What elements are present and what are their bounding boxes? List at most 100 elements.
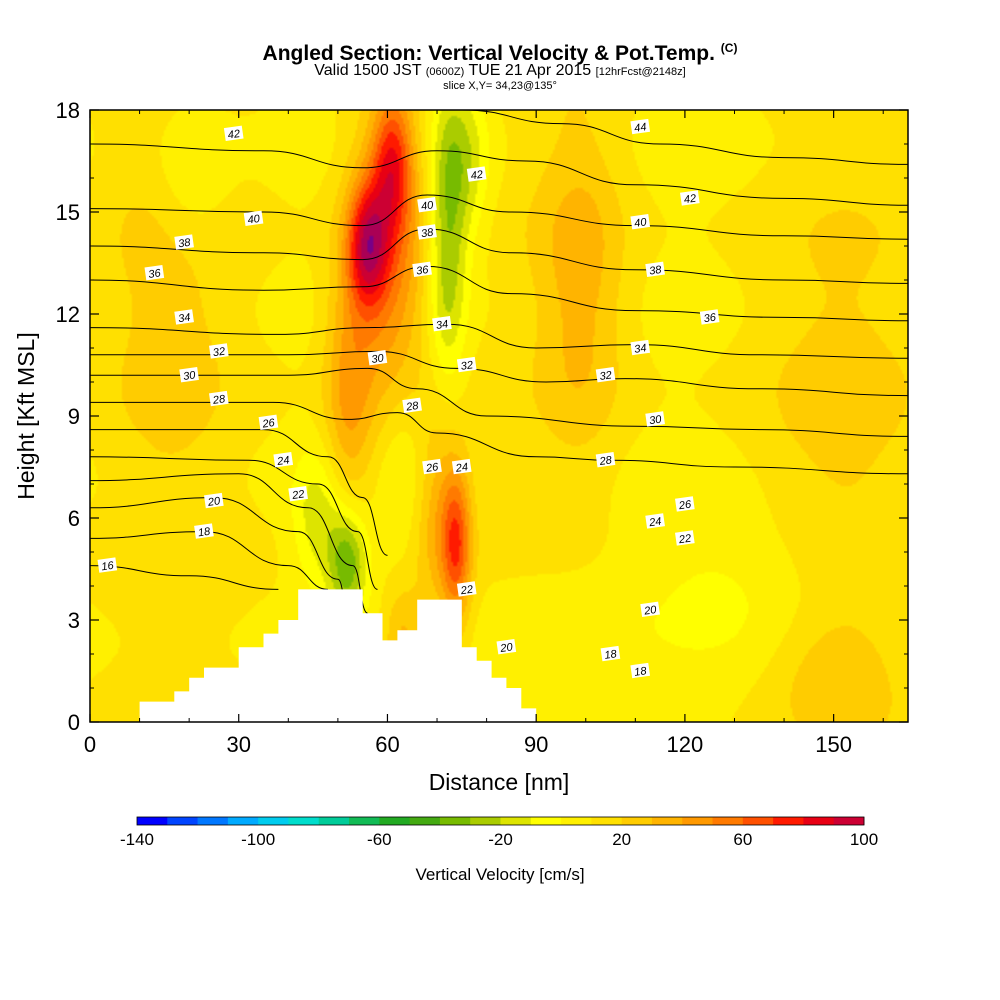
theta-label-text: 24: [647, 516, 662, 530]
theta-label-text: 38: [420, 226, 435, 240]
theta-label-text: 22: [290, 488, 305, 502]
theta-label: 40: [630, 214, 651, 230]
theta-label: 30: [645, 411, 665, 427]
theta-label: 42: [466, 166, 487, 183]
theta-label-text: 30: [648, 413, 663, 427]
theta-label-text: 40: [634, 216, 649, 230]
theta-label: 28: [595, 452, 616, 468]
theta-contour-34: [90, 323, 908, 359]
colorbar-frame: [136, 816, 865, 826]
colorbar-segment: [833, 817, 865, 825]
colorbar: -140 -100 -60 -20 20 60 100: [120, 816, 878, 849]
theta-label-text: 32: [599, 369, 613, 383]
theta-label: 18: [630, 662, 651, 679]
theta-label-text: 42: [470, 169, 484, 183]
theta-contour-32: [90, 350, 908, 397]
theta-label-text: 34: [177, 312, 191, 326]
x-tick-label: 90: [524, 732, 548, 757]
theta-contour-40: [90, 194, 908, 240]
colorbar-segment: [258, 817, 289, 825]
theta-label: 30: [367, 350, 388, 366]
colorbar-segment: [349, 817, 380, 825]
theta-label: 36: [144, 265, 165, 281]
y-tick-label: 9: [68, 404, 80, 429]
theta-label: 36: [412, 261, 432, 278]
chart-title-block: Angled Section: Vertical Velocity & Pot.…: [0, 36, 1000, 93]
colorbar-segment: [561, 817, 592, 825]
theta-label: 34: [174, 309, 194, 325]
colorbar-title: Vertical Velocity [cm/s]: [415, 865, 584, 884]
theta-label-text: 36: [703, 311, 718, 325]
theta-label: 42: [223, 125, 244, 142]
colorbar-segment: [137, 817, 168, 825]
colorbar-segment: [288, 817, 320, 825]
colorbar-segment: [379, 817, 411, 825]
colorbar-segment: [651, 817, 683, 825]
theta-contour-30: [90, 367, 908, 437]
theta-label-text: 32: [212, 346, 226, 360]
theta-label-text: 34: [634, 342, 648, 356]
colorbar-segment: [682, 817, 713, 825]
theta-label: 36: [699, 309, 720, 325]
theta-contour-18: [90, 531, 329, 590]
theta-label-text: 26: [677, 498, 693, 512]
theta-label: 40: [243, 210, 264, 227]
theta-label: 38: [417, 224, 437, 240]
colorbar-segment: [803, 817, 835, 825]
theta-label-text: 24: [454, 461, 469, 475]
theta-label-text: 42: [227, 128, 241, 142]
theta-label-text: 36: [415, 264, 430, 278]
theta-label-text: 28: [404, 400, 420, 414]
colorbar-segment: [621, 817, 653, 825]
theta-label: 22: [456, 581, 477, 598]
theta-label: 34: [432, 316, 452, 332]
colorbar-segment: [591, 817, 623, 825]
theta-label: 30: [179, 367, 199, 383]
colorbar-label: -20: [488, 830, 513, 849]
y-tick-label: 3: [68, 608, 80, 633]
colorbar-label: -60: [367, 830, 392, 849]
theta-contour-42: [90, 143, 908, 206]
theta-label: 26: [258, 414, 279, 431]
theta-label: 42: [680, 190, 700, 206]
theta-label-text: 18: [604, 648, 619, 662]
theta-label-text: 38: [177, 237, 192, 251]
colorbar-segment: [227, 817, 259, 825]
theta-label: 22: [675, 530, 695, 546]
theta-label: 20: [204, 492, 224, 509]
colorbar-segment: [500, 817, 532, 825]
theta-label: 26: [422, 458, 442, 475]
theta-label: 26: [675, 496, 695, 512]
theta-contour-24: [90, 456, 378, 590]
colorbar-segment: [167, 817, 198, 825]
theta-label-text: 26: [424, 461, 440, 475]
colorbar-label: 20: [612, 830, 631, 849]
theta-label-text: 40: [420, 199, 435, 213]
colorbar-segment: [712, 817, 744, 825]
colorbar-segment: [439, 817, 471, 825]
x-tick-label: 30: [226, 732, 250, 757]
colorbar-segment: [318, 817, 350, 825]
theta-label-text: 34: [435, 318, 449, 332]
theta-contour-20: [90, 497, 349, 607]
x-tick-label: 0: [84, 732, 96, 757]
colorbar-segment: [530, 817, 562, 825]
theta-label-text: 22: [459, 584, 474, 598]
theta-contour-labels: 42 40 38 36 34 32 30 28 26 24 22 20 18 16 40 38 36 34 32 30…: [97, 118, 720, 679]
chart-subtitle: Valid 1500 JST (0600Z) TUE 21 Apr 2015 […: [314, 62, 686, 79]
theta-label: 32: [595, 367, 616, 383]
theta-label-text: 28: [598, 454, 614, 468]
colorbar-segment: [470, 817, 501, 825]
chart-title: Angled Section: Vertical Velocity & Pot.…: [262, 41, 738, 65]
theta-label-text: 36: [148, 267, 163, 281]
x-axis-title: Distance [nm]: [429, 769, 570, 795]
colorbar-label: -100: [241, 830, 275, 849]
theta-label: 28: [209, 390, 229, 407]
y-axis-title: Height [Kft MSL]: [13, 332, 39, 499]
x-tick-label: 150: [815, 732, 852, 757]
y-tick-label: 15: [56, 200, 80, 225]
theta-label-text: 42: [683, 193, 697, 207]
theta-label-text: 32: [460, 359, 474, 373]
